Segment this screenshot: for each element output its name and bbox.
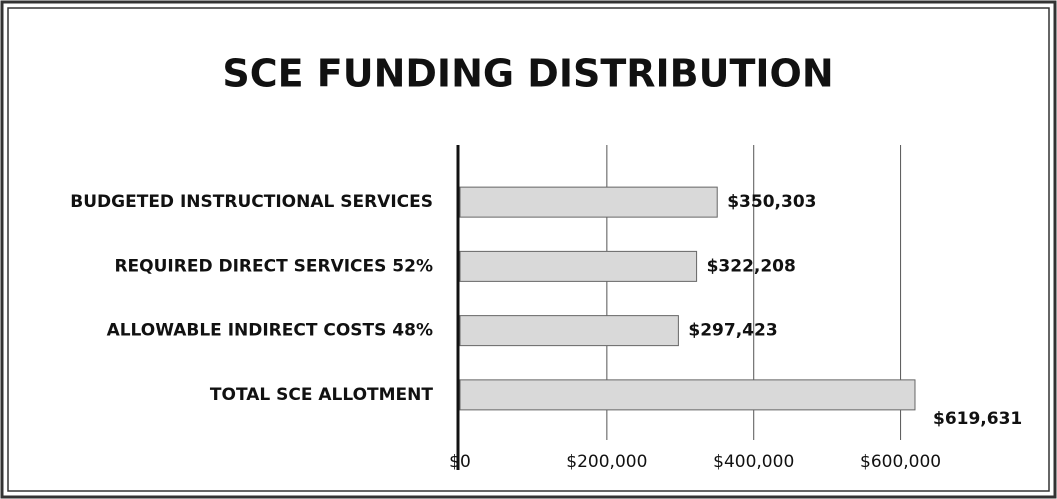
y-tick-label: TOTAL SCE ALLOTMENT bbox=[210, 385, 434, 405]
y-tick-label: REQUIRED DIRECT SERVICES 52% bbox=[114, 256, 433, 276]
bar bbox=[459, 250, 698, 282]
value-label: $619,631 bbox=[933, 409, 1022, 429]
x-tick-label: $600,000 bbox=[860, 452, 941, 472]
inner-frame bbox=[7, 7, 1050, 492]
value-label: $322,208 bbox=[707, 256, 796, 276]
y-tick-label: BUDGETED INSTRUCTIONAL SERVICES bbox=[70, 192, 433, 212]
y-tick-label: ALLOWABLE INDIRECT COSTS 48% bbox=[107, 321, 433, 341]
x-tick-label: $0 bbox=[449, 452, 471, 472]
x-tick-label: $200,000 bbox=[566, 452, 647, 472]
bar bbox=[459, 186, 718, 218]
bar bbox=[459, 315, 679, 347]
value-label: $297,423 bbox=[688, 321, 777, 341]
x-tick-label: $400,000 bbox=[713, 452, 794, 472]
bar bbox=[459, 379, 916, 411]
value-label: $350,303 bbox=[727, 192, 816, 212]
chart-title: SCE FUNDING DISTRIBUTION bbox=[222, 52, 833, 96]
